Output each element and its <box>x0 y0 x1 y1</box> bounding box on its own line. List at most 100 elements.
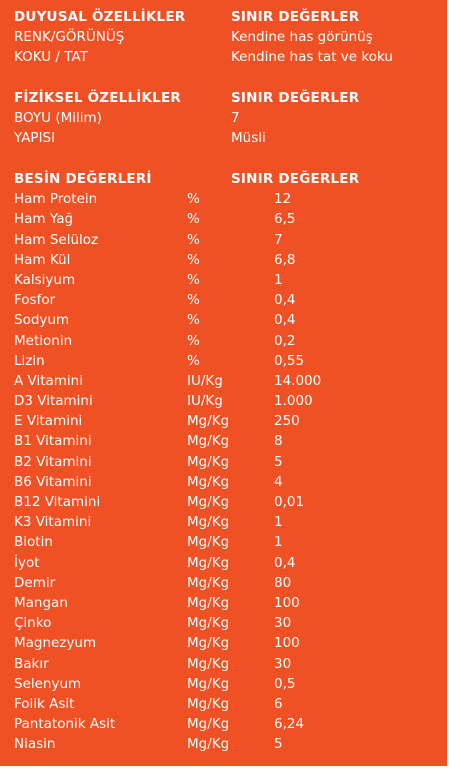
nutrient-value: 6,24 <box>274 716 305 733</box>
physical-limit-title: SINIR DEĞERLER <box>231 90 360 106</box>
nutrient-value: 0,4 <box>274 312 296 329</box>
nutrient-name: Mangan <box>14 594 68 611</box>
nutrient-row: İyot Mg/Kg 0,4 <box>0 553 447 573</box>
nutrient-row: Bakır Mg/Kg 30 <box>0 654 447 674</box>
nutrient-name: İyot <box>14 554 40 571</box>
nutrient-value: 0,2 <box>274 332 296 349</box>
nutrient-row: Mangan Mg/Kg 100 <box>0 593 447 613</box>
nutrient-value: 1.000 <box>274 393 313 410</box>
sensory-title: DUYUSAL ÖZELLİKLER <box>14 9 186 25</box>
nutrient-value: 1 <box>274 271 283 288</box>
nutrient-value: 5 <box>274 736 283 753</box>
nutrient-name: Çinko <box>14 615 52 632</box>
nutrient-name: Selenyum <box>14 675 82 692</box>
nutrient-value: 6,8 <box>274 251 296 268</box>
nutrient-value: 80 <box>274 574 292 591</box>
physical-title: FİZİKSEL ÖZELLİKLER <box>14 90 181 106</box>
nutrient-name: D3 Vitamini <box>14 393 93 410</box>
nutrient-value: 0,4 <box>274 292 296 309</box>
nutrient-unit: Mg/Kg <box>187 413 230 430</box>
nutrient-name: A Vitamini <box>14 372 83 389</box>
sensory-row: RENK/GÖRÜNÜŞ Kendine has görünüş <box>0 27 447 47</box>
nutrition-limit-title: SINIR DEĞERLER <box>231 171 360 187</box>
nutrient-name: Demir <box>14 574 56 591</box>
nutrient-unit: Mg/Kg <box>187 716 230 733</box>
nutrient-name: E Vitamini <box>14 413 83 430</box>
nutrient-unit: % <box>187 211 200 228</box>
nutrition-section: BESİN DEĞERLERİ SINIR DEĞERLER Ham Prote… <box>0 169 447 754</box>
property-value: Kendine has tat ve koku <box>231 49 393 66</box>
nutrient-row: Magnezyum Mg/Kg 100 <box>0 633 447 653</box>
nutrient-unit: IU/Kg <box>187 393 223 410</box>
nutrient-name: Pantatonik Asit <box>14 716 116 733</box>
nutrient-value: 0,4 <box>274 554 296 571</box>
nutrient-row: Fosfor% 0,4 <box>0 290 447 310</box>
nutrient-name: Sodyum <box>14 312 70 329</box>
physical-section: FİZİKSEL ÖZELLİKLER SINIR DEĞERLER BOYU … <box>0 88 447 149</box>
nutrient-row: B12 Vitamini Mg/Kg 0,01 <box>0 492 447 512</box>
nutrient-row: Ham Kül% 6,8 <box>0 250 447 270</box>
nutrient-value: 30 <box>274 615 292 632</box>
nutrient-unit: Mg/Kg <box>187 494 230 510</box>
nutrient-unit: % <box>187 352 200 369</box>
nutrient-row: Pantatonik Asit Mg/Kg 6,24 <box>0 714 447 734</box>
nutrient-row: K3 Vitamini Mg/Kg 1 <box>0 512 447 532</box>
nutrient-name: K3 Vitamini <box>14 514 92 531</box>
nutrient-value: 1 <box>274 534 283 551</box>
property-value: Kendine has görünüş <box>231 29 373 46</box>
property-label: RENK/GÖRÜNÜŞ <box>14 29 125 46</box>
nutrient-name: Ham Selüloz <box>14 231 99 248</box>
physical-row: BOYU (Milim) 7 <box>0 108 447 128</box>
nutrient-row: B6 Vitamini Mg/Kg 4 <box>0 472 447 492</box>
nutrient-unit: Mg/Kg <box>187 433 230 450</box>
nutrient-name: Fosfor <box>14 292 56 309</box>
nutrient-name: Lizin <box>14 352 45 369</box>
nutrient-value: 4 <box>274 473 283 490</box>
nutrient-name: Bakır <box>14 655 49 672</box>
sensory-header: DUYUSAL ÖZELLİKLER SINIR DEĞERLER <box>0 7 447 27</box>
nutrient-unit: Mg/Kg <box>187 615 230 632</box>
nutrient-unit: % <box>187 191 200 208</box>
nutrient-row: Selenyum Mg/Kg 0,5 <box>0 674 447 694</box>
nutrient-unit: Mg/Kg <box>187 695 230 712</box>
nutrient-unit: % <box>187 332 200 349</box>
nutrient-row: E Vitamini Mg/Kg 250 <box>0 411 447 431</box>
nutrient-value: 6,5 <box>274 211 296 228</box>
nutrient-row: D3 Vitamini IU/Kg 1.000 <box>0 391 447 411</box>
sensory-row: KOKU / TAT Kendine has tat ve koku <box>0 47 447 67</box>
nutrient-list: Ham Protein% 12 Ham Yağ% 6,5 Ham Selüloz% 7 Ha… <box>0 189 447 754</box>
nutrient-row: Biotin Mg/Kg 1 <box>0 532 447 552</box>
nutrient-unit: Mg/Kg <box>187 635 230 652</box>
nutrient-name: Kalsiyum <box>14 271 76 288</box>
nutrient-unit: Mg/Kg <box>187 655 230 672</box>
property-label: KOKU / TAT <box>14 49 88 66</box>
nutrient-row: A Vitamini IU/Kg 14.000 <box>0 371 447 391</box>
property-value: Müsli <box>231 130 266 147</box>
nutrient-unit: % <box>187 271 200 288</box>
sensory-section: DUYUSAL ÖZELLİKLER SINIR DEĞERLER RENK/G… <box>0 7 447 68</box>
nutrient-row: Ham Protein% 12 <box>0 189 447 209</box>
nutrient-name: Metionin <box>14 332 73 349</box>
nutrient-value: 8 <box>274 433 283 450</box>
nutrient-unit: Mg/Kg <box>187 736 230 753</box>
sensory-limit-title: SINIR DEĞERLER <box>231 9 360 25</box>
nutrient-name: Magnezyum <box>14 635 97 652</box>
nutrient-value: 0,01 <box>274 494 305 510</box>
nutrient-unit: Mg/Kg <box>187 534 230 551</box>
nutrient-row: Niasin Mg/Kg 5 <box>0 734 447 754</box>
nutrient-row: Demir Mg/Kg 80 <box>0 573 447 593</box>
nutrient-value: 6 <box>274 695 283 712</box>
nutrient-name: Niasin <box>14 736 56 753</box>
nutrient-unit: Mg/Kg <box>187 574 230 591</box>
nutrient-name: Ham Protein <box>14 191 98 208</box>
nutrient-unit: % <box>187 312 200 329</box>
nutrient-name: B2 Vitamini <box>14 453 92 470</box>
nutrient-name: Folik Asit <box>14 695 75 712</box>
physical-header: FİZİKSEL ÖZELLİKLER SINIR DEĞERLER <box>0 88 447 108</box>
nutrient-row: Folik Asit Mg/Kg 6 <box>0 694 447 714</box>
nutrient-unit: % <box>187 292 200 309</box>
nutrition-header: BESİN DEĞERLERİ SINIR DEĞERLER <box>0 169 447 189</box>
nutrient-row: Kalsiyum% 1 <box>0 270 447 290</box>
nutrient-value: 100 <box>274 594 300 611</box>
